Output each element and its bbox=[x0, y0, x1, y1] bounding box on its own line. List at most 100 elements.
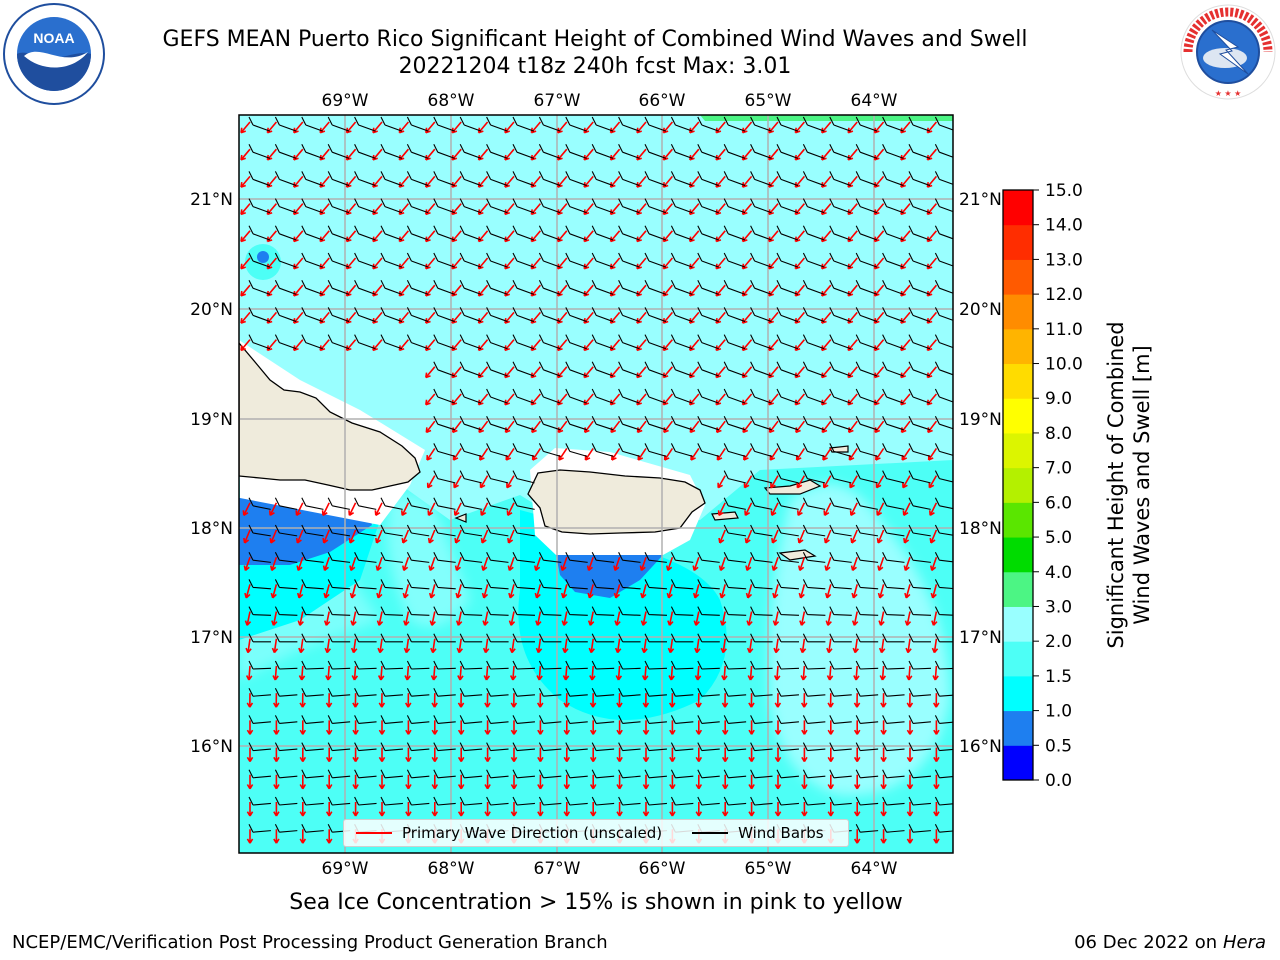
wind-barb bbox=[802, 606, 826, 616]
wave-direction-arrow bbox=[510, 720, 518, 735]
wind-barb bbox=[934, 769, 953, 779]
wave-direction-arrow bbox=[903, 529, 911, 544]
wind-barb bbox=[644, 742, 667, 752]
wind-barb bbox=[512, 633, 536, 643]
wind-barb bbox=[274, 796, 298, 806]
wind-barb bbox=[512, 551, 535, 563]
wind-barb bbox=[565, 443, 588, 457]
wind-barb bbox=[406, 769, 430, 779]
wave-direction-arrow bbox=[880, 720, 887, 735]
wave-direction-arrow bbox=[642, 747, 650, 763]
wind-barb bbox=[776, 796, 799, 806]
wind-barb bbox=[459, 742, 483, 752]
wind-barb bbox=[618, 252, 640, 268]
wind-barb bbox=[512, 715, 535, 724]
wind-barb bbox=[327, 307, 350, 323]
wind-barb bbox=[882, 252, 904, 268]
wave-direction-arrow bbox=[772, 611, 780, 626]
wave-direction-arrow bbox=[457, 665, 464, 681]
wind-barb bbox=[644, 715, 667, 724]
wave-direction-arrow bbox=[405, 720, 412, 735]
wave-direction-arrow bbox=[537, 747, 544, 763]
wind-barb bbox=[433, 715, 456, 724]
wind-barb bbox=[776, 225, 799, 241]
wind-barb bbox=[670, 225, 693, 241]
wave-direction-arrow bbox=[799, 638, 807, 654]
wind-barb bbox=[750, 334, 772, 350]
wind-barb bbox=[908, 443, 931, 457]
wind-barb bbox=[802, 497, 826, 510]
wind-barb bbox=[829, 171, 851, 187]
wind-barb bbox=[406, 279, 429, 295]
wave-direction-arrow bbox=[693, 611, 700, 626]
wave-direction-arrow bbox=[401, 529, 410, 544]
lat-label-left-20n: 20°N bbox=[190, 300, 233, 320]
wind-barb bbox=[274, 171, 297, 187]
wind-barb bbox=[301, 279, 323, 295]
wave-direction-arrow bbox=[801, 720, 808, 735]
wave-direction-arrow bbox=[587, 584, 594, 599]
wind-barb bbox=[512, 769, 535, 779]
wind-barb bbox=[723, 796, 747, 806]
wave-direction-arrow bbox=[823, 529, 832, 544]
wind-barb bbox=[433, 252, 455, 268]
wind-barb bbox=[882, 579, 905, 590]
wave-direction-arrow bbox=[906, 802, 914, 817]
wind-barb bbox=[301, 742, 324, 752]
wind-barb bbox=[776, 279, 799, 295]
wind-barb bbox=[750, 579, 773, 590]
wave-direction-arrow bbox=[535, 611, 542, 626]
wind-barb bbox=[618, 633, 641, 643]
wave-direction-arrow bbox=[824, 584, 832, 599]
wind-barb bbox=[406, 715, 430, 724]
wind-barb bbox=[512, 470, 535, 484]
wind-barb bbox=[380, 524, 403, 537]
wind-barb bbox=[459, 198, 482, 214]
wind-barb bbox=[486, 715, 509, 724]
wind-barb bbox=[406, 796, 430, 806]
wind-barbs bbox=[248, 116, 953, 833]
wind-barb bbox=[301, 687, 324, 697]
chart-title: GEFS MEAN Puerto Rico Significant Height… bbox=[162, 27, 1028, 52]
wave-direction-arrow bbox=[350, 611, 357, 626]
wave-direction-arrow bbox=[589, 747, 597, 763]
wave-direction-arrow bbox=[905, 665, 913, 681]
wind-barb bbox=[459, 769, 483, 779]
wave-direction-arrow bbox=[669, 802, 676, 817]
wave-direction-arrow bbox=[273, 720, 280, 735]
wind-barb bbox=[565, 796, 588, 806]
wave-direction-arrow bbox=[798, 584, 806, 599]
wave-direction-arrow bbox=[457, 802, 465, 817]
wave-direction-arrow bbox=[431, 747, 439, 763]
lat-label-right-20n: 20°N bbox=[959, 300, 1002, 320]
wave-direction-arrow bbox=[243, 529, 251, 544]
land-anegada bbox=[829, 445, 849, 453]
lat-label-right-16n: 16°N bbox=[959, 737, 1002, 757]
wind-barb bbox=[934, 225, 953, 240]
wind-barb bbox=[618, 687, 641, 697]
wind-barb bbox=[934, 388, 953, 403]
wave-direction-arrow bbox=[537, 802, 544, 817]
wind-barb bbox=[327, 633, 351, 643]
wind-barb bbox=[459, 225, 482, 241]
wave-direction-arrow bbox=[745, 556, 753, 572]
wind-barb bbox=[618, 443, 641, 457]
wind-barb bbox=[697, 116, 719, 132]
wind-barb bbox=[301, 796, 324, 806]
wind-barb bbox=[644, 143, 667, 159]
wind-barb bbox=[670, 361, 693, 377]
wind-barb bbox=[274, 334, 297, 350]
wind-barb bbox=[486, 579, 509, 590]
wind-barb bbox=[459, 606, 483, 616]
wave-direction-arrow bbox=[773, 638, 780, 654]
wind-barb bbox=[750, 715, 773, 724]
wind-barb bbox=[486, 279, 508, 295]
lat-label-right-21n: 21°N bbox=[959, 190, 1002, 210]
wind-barb bbox=[697, 769, 720, 779]
wind-barb bbox=[934, 116, 953, 131]
wind-barb bbox=[618, 143, 640, 159]
wave-direction-arrow bbox=[509, 665, 517, 681]
wind-barb bbox=[565, 279, 587, 295]
wind-barb bbox=[829, 769, 852, 779]
footer-host: Hera bbox=[1222, 932, 1266, 953]
